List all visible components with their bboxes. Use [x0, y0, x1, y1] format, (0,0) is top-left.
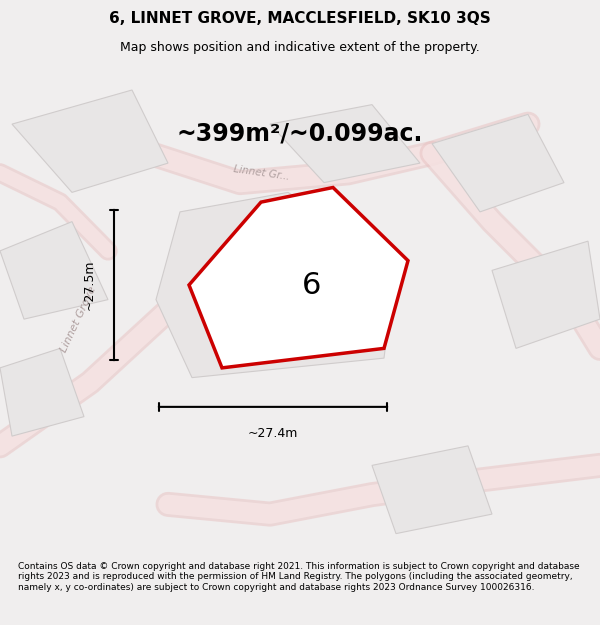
Polygon shape — [156, 192, 396, 378]
Polygon shape — [270, 104, 420, 182]
Text: ~27.4m: ~27.4m — [248, 428, 298, 440]
Text: 6: 6 — [302, 271, 321, 299]
Polygon shape — [0, 222, 108, 319]
Polygon shape — [372, 446, 492, 534]
Text: 6, LINNET GROVE, MACCLESFIELD, SK10 3QS: 6, LINNET GROVE, MACCLESFIELD, SK10 3QS — [109, 11, 491, 26]
Text: ~399m²/~0.099ac.: ~399m²/~0.099ac. — [177, 122, 423, 146]
Polygon shape — [0, 348, 84, 436]
Polygon shape — [432, 114, 564, 212]
Text: Contains OS data © Crown copyright and database right 2021. This information is : Contains OS data © Crown copyright and d… — [18, 562, 580, 591]
Text: Map shows position and indicative extent of the property.: Map shows position and indicative extent… — [120, 41, 480, 54]
Text: Linnet Grove: Linnet Grove — [58, 284, 98, 354]
Polygon shape — [12, 90, 168, 192]
Text: Linnet Gr...: Linnet Gr... — [232, 164, 290, 182]
Polygon shape — [492, 241, 600, 348]
Text: ~27.5m: ~27.5m — [83, 260, 96, 310]
Polygon shape — [189, 188, 408, 368]
